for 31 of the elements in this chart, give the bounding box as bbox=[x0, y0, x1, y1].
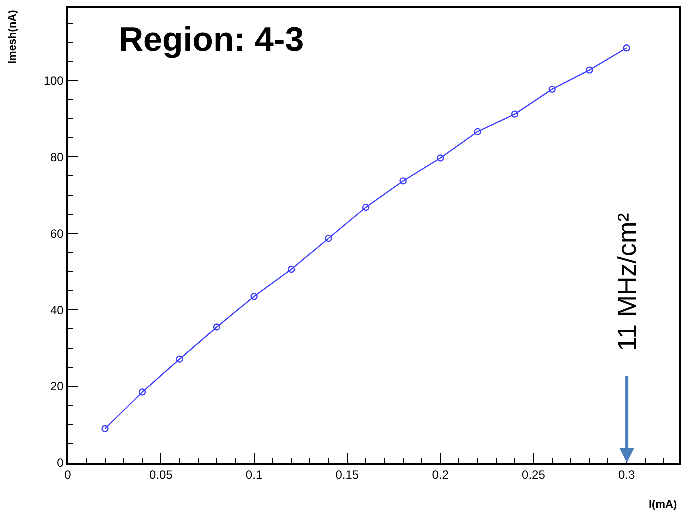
x-tick-label: 0.15 bbox=[336, 468, 360, 482]
y-tick-label: 0 bbox=[57, 456, 64, 470]
x-tick-label: 0.3 bbox=[618, 468, 636, 482]
point bbox=[474, 128, 482, 136]
y-tick-label: 80 bbox=[50, 150, 64, 164]
y-tick-label: 60 bbox=[50, 226, 64, 241]
point bbox=[102, 425, 109, 433]
point bbox=[325, 234, 332, 242]
point bbox=[138, 388, 146, 396]
point bbox=[436, 154, 444, 162]
chart-title: Region: 4-3 bbox=[119, 21, 304, 59]
x-tick-label: 0.05 bbox=[149, 468, 174, 482]
point bbox=[250, 293, 258, 300]
point bbox=[362, 204, 370, 212]
y-tick-label: 100 bbox=[44, 74, 64, 88]
point bbox=[511, 110, 519, 118]
point bbox=[586, 66, 594, 74]
point bbox=[176, 356, 184, 363]
x-tick-label: 0.2 bbox=[432, 468, 450, 482]
y-tick-label: 20 bbox=[50, 380, 64, 394]
point bbox=[548, 86, 556, 94]
y-tick-label: 40 bbox=[50, 303, 64, 318]
x-tick-label: 0.1 bbox=[246, 468, 263, 482]
point bbox=[213, 324, 221, 331]
y-axis-title: Imesh(nA) bbox=[7, 10, 20, 64]
x-tick-label: 0.25 bbox=[522, 468, 546, 482]
point bbox=[623, 44, 630, 52]
annotation: 11 MHz/cm² bbox=[612, 212, 642, 352]
point bbox=[400, 178, 407, 185]
x-axis-title: I(mA) bbox=[649, 499, 678, 510]
point bbox=[288, 266, 296, 274]
